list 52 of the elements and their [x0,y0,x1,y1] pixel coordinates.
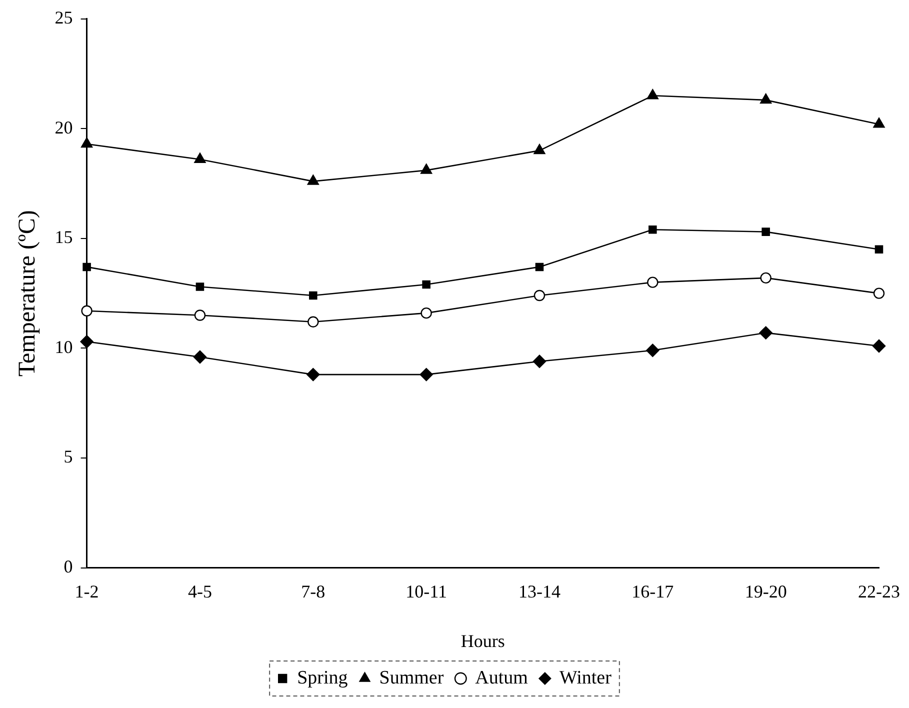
point [760,272,772,284]
point [759,326,772,340]
point [532,354,546,368]
x-tick-label: 16-17 [632,581,674,602]
point [309,291,318,300]
y-axis-title: Temperature (ºC) [14,210,41,376]
point [420,307,432,319]
point [872,339,886,353]
point [874,245,884,254]
x-axis-title: Hours [460,630,505,651]
x-tick-label: 4-5 [188,581,212,602]
legend-label: Spring [297,667,348,688]
point [420,164,432,174]
point [646,89,658,100]
point [194,152,206,163]
point [82,262,91,272]
point [307,174,319,185]
point [873,288,885,299]
point [648,225,657,234]
point [196,282,204,291]
point [420,368,433,382]
y-tick-label: 10 [54,336,73,357]
point [422,280,430,289]
point [193,350,207,364]
point [534,290,546,302]
point [760,93,772,104]
point [873,118,885,128]
point [81,305,92,316]
point [81,137,93,148]
x-tick-label: 7-8 [301,581,326,602]
x-tick-label: 10-11 [406,581,447,602]
point [534,144,546,154]
y-tick-label: 25 [54,8,73,28]
y-tick-label: 20 [54,117,73,138]
x-tick-label: 1-2 [74,581,99,602]
legend-label: Winter [559,667,612,688]
point [80,335,94,348]
point [535,262,544,272]
y-tick-label: 0 [64,556,73,577]
point [646,344,660,357]
point [194,310,206,321]
y-tick-label: 5 [64,446,73,467]
y-tick-label: 15 [54,227,73,248]
legend-label: Summer [379,667,444,688]
point [308,316,319,328]
point [647,276,658,288]
legend-label: Autum [475,667,528,688]
x-tick-label: 13-14 [518,581,560,602]
point [306,368,320,382]
point [762,228,770,236]
x-tick-label: 19-20 [744,581,787,602]
x-tick-label: 22-23 [858,581,900,602]
